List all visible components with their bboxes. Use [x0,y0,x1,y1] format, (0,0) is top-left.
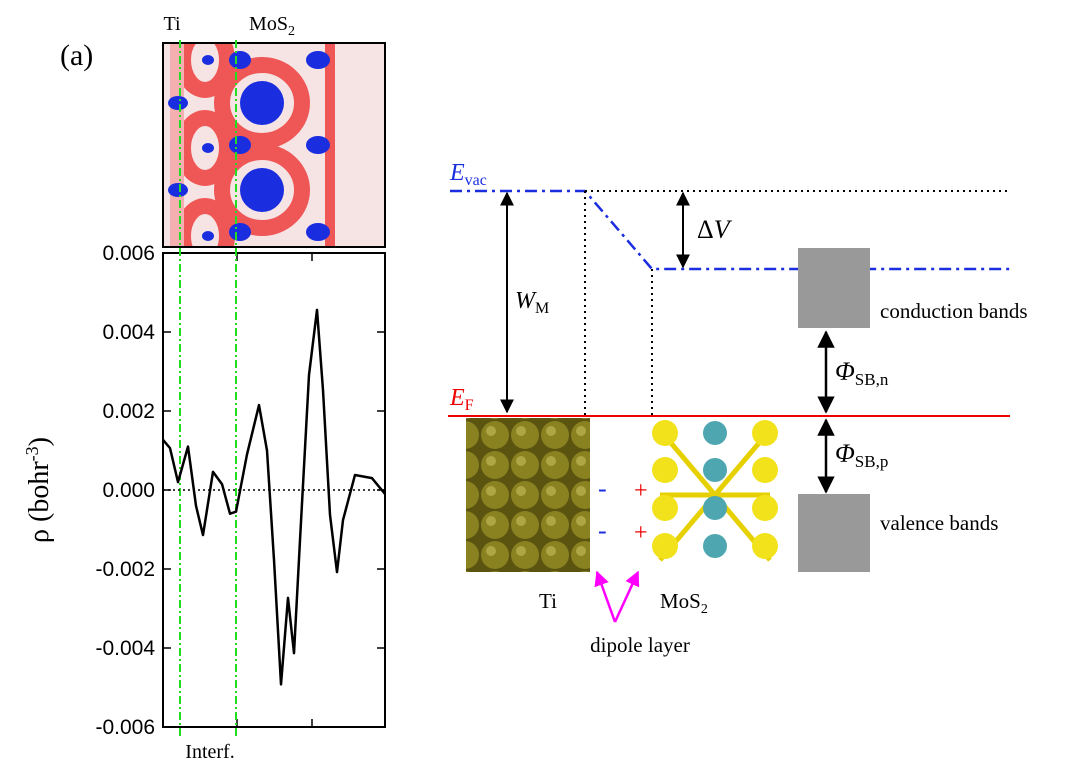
y-tick-label: -0.002 [95,558,155,581]
heat-map [163,30,385,266]
top-label: Ti [163,13,181,35]
top-label: MoS2 [249,13,295,39]
w-m-label: WM [515,288,549,317]
delta-v-label: ΔV [697,215,733,244]
phi-p-label: ΦSB,p [835,439,888,471]
plus-sign: + [634,520,648,546]
e-f-label: EF [449,385,474,414]
y-axis-label: ρ (bohr-3) [22,437,55,543]
ti-label: Ti [539,589,557,613]
e-vac-label: Evac [449,160,487,189]
y-tick-label: -0.006 [95,716,155,739]
minus-sign: - [598,516,607,545]
y-tick-label: 0.002 [102,400,155,423]
valence-label: valence bands [880,511,998,535]
minus-sign: - [598,474,607,503]
band-diagram [448,191,1010,622]
figure: (a) Ti MoS2 Interf. ρ (bohr-3) Evac WM Δ… [0,0,1080,765]
plus-sign: + [634,478,648,504]
y-tick-label: 0.006 [102,242,155,265]
phi-n-label: ΦSB,n [835,357,889,389]
data-line [163,310,385,684]
mos2-label: MoS2 [660,589,708,617]
y-tick-label: 0.004 [102,321,155,344]
dipole-label: dipole layer [590,633,690,657]
y-tick-label: -0.004 [95,637,155,660]
bottom-label: Interf. [185,741,234,763]
conduction-label: conduction bands [880,299,1028,323]
y-tick-label: 0.000 [102,479,155,502]
panel-label: (a) [60,39,93,72]
